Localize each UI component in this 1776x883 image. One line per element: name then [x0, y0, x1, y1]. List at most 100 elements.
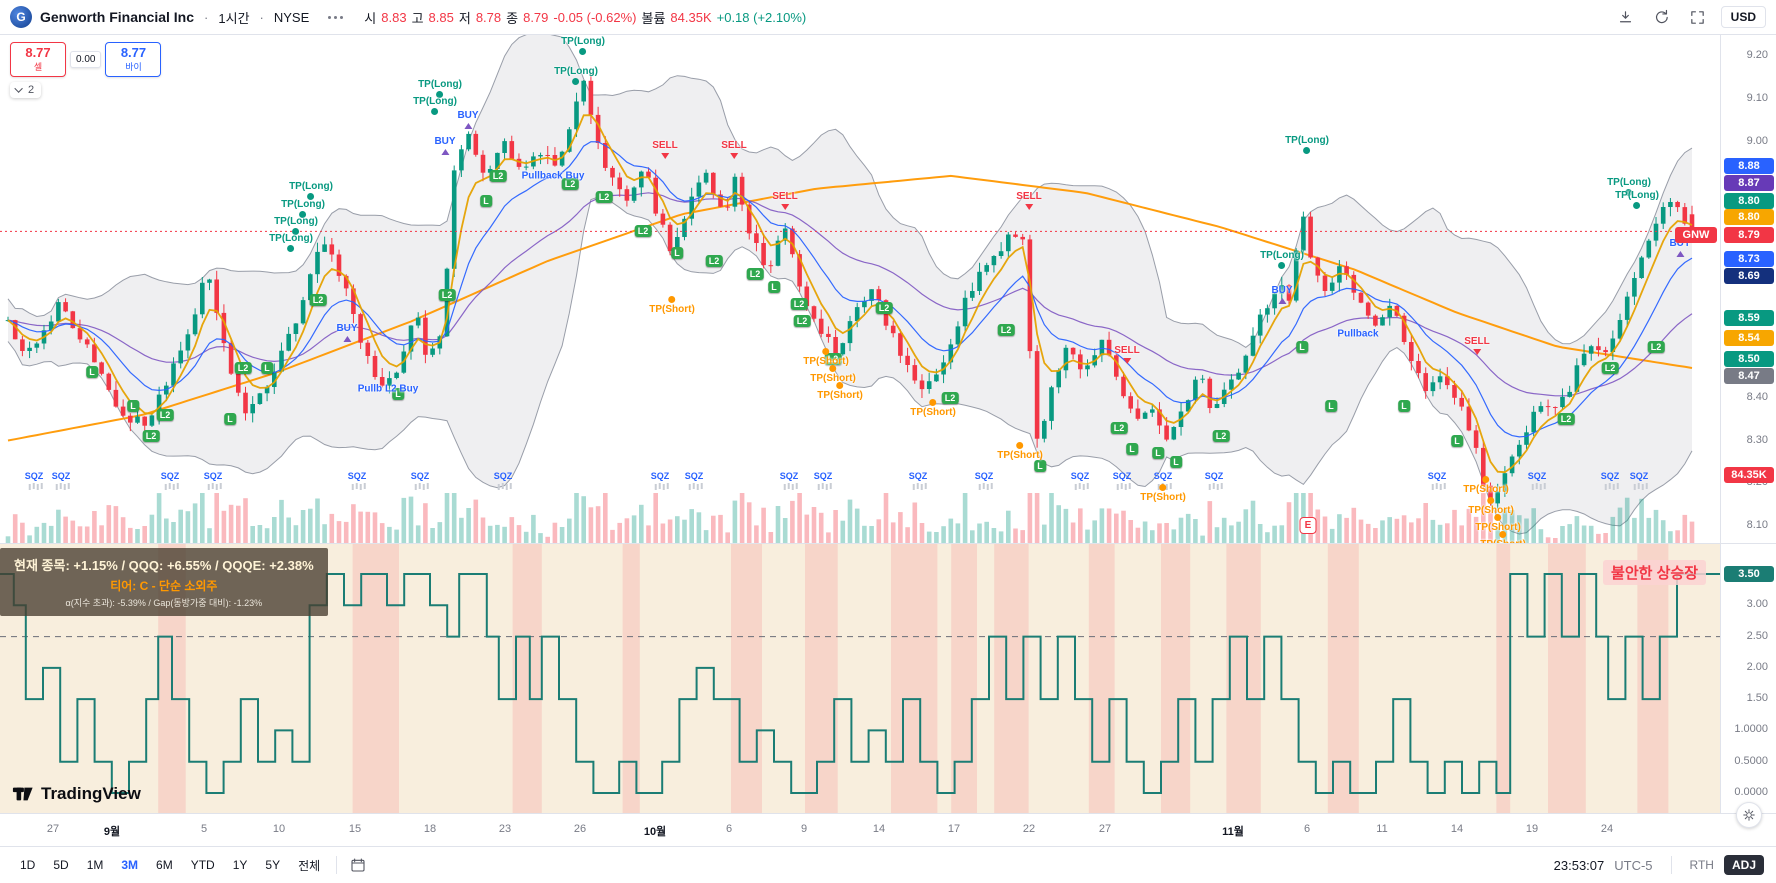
- tradingview-logo-icon: [12, 787, 33, 801]
- price-badge: 8.47: [1724, 368, 1774, 384]
- clock-time[interactable]: 23:53:07: [1553, 857, 1605, 873]
- indicator-axis[interactable]: 3.00 2.50 2.00 1.50 1.0000 0.5000 0.0000 3.50: [1720, 543, 1776, 813]
- buy-price: 8.77: [120, 45, 147, 60]
- sell-button[interactable]: 8.77 셀: [10, 42, 66, 77]
- range-button-8[interactable]: 전체: [290, 853, 328, 878]
- price-badge: 8.69: [1724, 268, 1774, 284]
- interval-button[interactable]: 1시간: [218, 10, 250, 26]
- price-badge: 8.79: [1724, 227, 1774, 243]
- volume-change-value: +0.18 (+2.10%): [716, 9, 807, 25]
- indicator-tick: 1.0000: [1734, 723, 1768, 735]
- chevron-down-icon: [14, 84, 23, 93]
- price-tick: 9.00: [1746, 135, 1768, 147]
- header-actions: USD: [1613, 4, 1766, 30]
- adj-toggle[interactable]: ADJ: [1723, 855, 1764, 875]
- time-label[interactable]: 14: [872, 823, 886, 835]
- refresh-icon[interactable]: [1649, 4, 1675, 30]
- time-label[interactable]: 11월: [1222, 826, 1244, 838]
- change-value: -0.05 (-0.62%): [553, 9, 637, 25]
- high-label: 고: [411, 10, 424, 26]
- time-label[interactable]: 18: [423, 823, 437, 835]
- symbol-name[interactable]: Genworth Financial Inc: [40, 9, 195, 25]
- volume-value: 84.35K: [670, 9, 712, 25]
- price-badge: 8.80: [1724, 209, 1774, 225]
- symbol-logo-icon: G: [10, 6, 32, 28]
- time-label[interactable]: 6: [725, 823, 733, 835]
- indicator-info-box: 현재 종목: +1.15% / QQQ: +6.55% / QQQE: +2.3…: [0, 548, 328, 616]
- fullscreen-icon[interactable]: [1685, 4, 1711, 30]
- time-label[interactable]: 17: [947, 823, 961, 835]
- download-icon[interactable]: [1613, 4, 1639, 30]
- range-button-0[interactable]: 1D: [12, 854, 43, 876]
- timezone-label[interactable]: UTC-5: [1614, 857, 1653, 873]
- indicators-collapse-button[interactable]: 2: [10, 82, 42, 98]
- range-button-5[interactable]: YTD: [183, 854, 223, 876]
- price-badge: 8.73: [1724, 251, 1774, 267]
- currency-button[interactable]: USD: [1720, 6, 1766, 28]
- time-label[interactable]: 22: [1022, 823, 1036, 835]
- time-label[interactable]: 26: [573, 823, 587, 835]
- main-chart-pane[interactable]: TP(Long) TP(Long) TP(Long) TP(Long) TP(Long)…: [0, 35, 1720, 543]
- indicator-tick: 2.50: [1746, 630, 1768, 642]
- range-button-2[interactable]: 1M: [79, 854, 112, 876]
- bottom-toolbar: 1D 5D 1M 3M 6M YTD 1Y 5Y 전체 23:53:07 UTC-5 RTH A…: [0, 846, 1776, 883]
- buy-button[interactable]: 8.77 바이: [105, 42, 162, 77]
- price-tick: 8.10: [1746, 519, 1768, 531]
- time-label[interactable]: 5: [200, 823, 208, 835]
- high-value: 8.85: [428, 9, 454, 25]
- goto-date-icon[interactable]: [345, 853, 371, 877]
- tier-step-chart: [0, 544, 1720, 813]
- time-label[interactable]: 15: [348, 823, 362, 835]
- price-tick: 8.30: [1746, 434, 1768, 446]
- time-label[interactable]: 27: [46, 823, 60, 835]
- divider: [336, 856, 338, 874]
- time-label[interactable]: 27: [1098, 823, 1112, 835]
- range-button-3[interactable]: 3M: [113, 854, 146, 876]
- price-badge: 8.59: [1724, 310, 1774, 326]
- tradingview-watermark-text: TradingView: [41, 784, 141, 803]
- rth-toggle[interactable]: RTH: [1689, 858, 1714, 872]
- time-labels: 27 9월 5 10 15 18 23 26 10월 6 9 14 17 22 27 11월 6 11 14 19 24: [0, 814, 1720, 847]
- time-label[interactable]: 10: [272, 823, 286, 835]
- time-axis[interactable]: 27 9월 5 10 15 18 23 26 10월 6 9 14 17 22 27 11월 6 11 14 19 24: [0, 802, 1776, 847]
- range-button-7[interactable]: 5Y: [257, 854, 288, 876]
- time-label[interactable]: 19: [1525, 823, 1539, 835]
- range-button-6[interactable]: 1Y: [225, 854, 256, 876]
- price-badge: 8.80: [1724, 193, 1774, 209]
- candlestick-chart[interactable]: [0, 35, 1720, 543]
- time-label[interactable]: 11: [1376, 823, 1388, 835]
- price-tick: 9.10: [1746, 92, 1768, 104]
- price-badge: 8.50: [1724, 351, 1774, 367]
- indicator-pane[interactable]: 현재 종목: +1.15% / QQQ: +6.55% / QQQE: +2.3…: [0, 543, 1720, 813]
- relative-performance-text: 현재 종목: +1.15% / QQQ: +6.55% / QQQE: +2.3…: [14, 558, 314, 573]
- separator: ·: [204, 9, 209, 25]
- tier-text: 티어: C - 단순 소외주: [110, 579, 218, 593]
- tradingview-watermark[interactable]: TradingView: [12, 783, 141, 805]
- low-value: 8.78: [475, 9, 502, 25]
- price-tick: 9.20: [1746, 49, 1768, 61]
- buy-label: 바이: [125, 62, 142, 72]
- trade-panel: 8.77 셀 0.00 8.77 바이: [10, 42, 162, 77]
- time-label[interactable]: 9월: [103, 826, 121, 838]
- collapse-count: 2: [28, 84, 35, 96]
- price-badge: 8.88: [1724, 158, 1774, 174]
- price-axis[interactable]: 9.209.109.008.408.308.208.108.888.878.80…: [1675, 35, 1776, 543]
- range-button-1[interactable]: 5D: [45, 854, 76, 876]
- gear-icon: [1743, 809, 1755, 821]
- time-label[interactable]: 24: [1600, 823, 1614, 835]
- time-label[interactable]: 10월: [643, 826, 667, 838]
- time-label[interactable]: 6: [1303, 823, 1311, 835]
- range-button-4[interactable]: 6M: [148, 854, 181, 876]
- ohlc-readout: 시 8.83 고 8.85 저 8.78 종 8.79 -0.05 (-0.62%) 볼…: [364, 8, 806, 27]
- time-label[interactable]: 9: [800, 823, 808, 835]
- close-label: 종: [506, 10, 519, 26]
- indicator-tick: 1.50: [1746, 692, 1768, 704]
- time-label[interactable]: 14: [1450, 823, 1464, 835]
- sell-label: 셀: [33, 62, 43, 72]
- more-options-icon[interactable]: [321, 11, 350, 24]
- time-label[interactable]: 23: [498, 823, 512, 835]
- low-label: 저: [458, 10, 471, 26]
- axis-settings-button[interactable]: [1736, 802, 1762, 828]
